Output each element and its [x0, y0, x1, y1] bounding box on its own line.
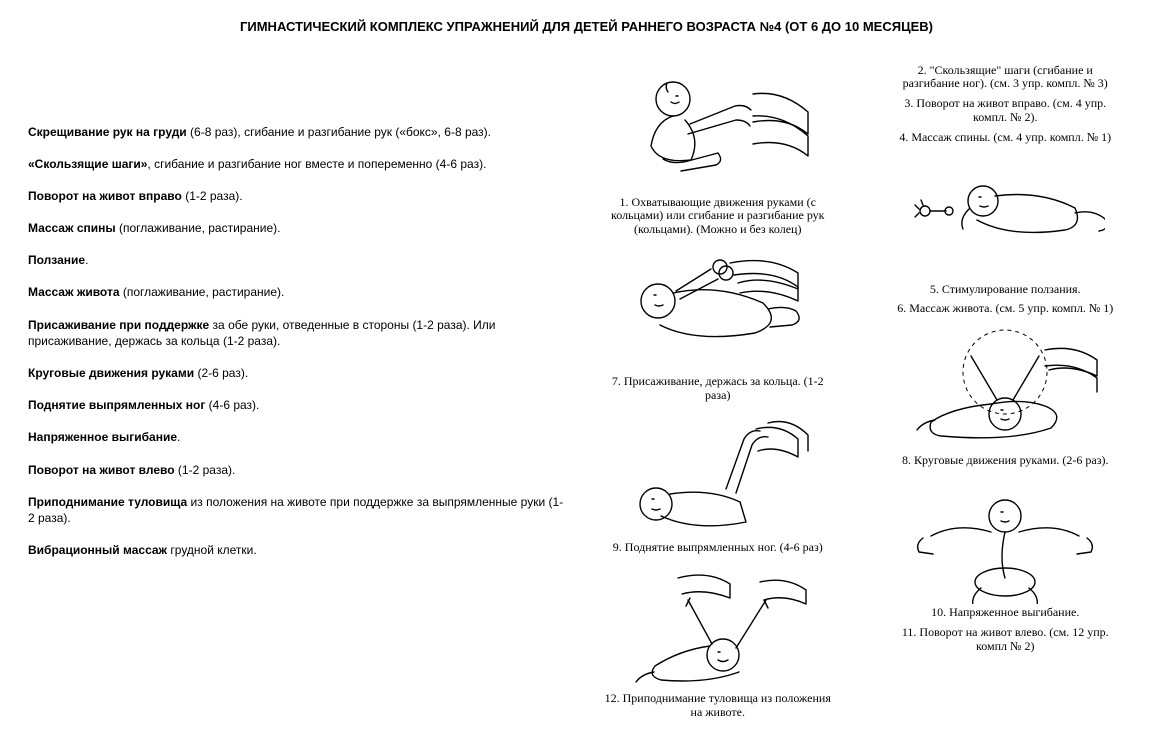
- figure-caption: 8. Круговые движения руками. (2-6 раз).: [902, 454, 1108, 468]
- figure-caption: 3. Поворот на живот вправо. (см. 4 упр. …: [895, 97, 1115, 125]
- exercise-bold: Напряженное выгибание: [28, 430, 177, 444]
- exercise-item: Приподнимание туловища из положения на ж…: [28, 494, 568, 526]
- exercise-bold: «Скользящие шаги»: [28, 157, 147, 171]
- figure: 1. Охватывающие движения руками (с кольц…: [603, 64, 833, 237]
- figure-caption: 2. "Скользящие" шаги (сгибание и разгиба…: [895, 64, 1115, 92]
- exercise-item: Присаживание при поддержке за обе руки, …: [28, 317, 568, 349]
- exercise-bold: Скрещивание рук на груди: [28, 125, 187, 139]
- exercise-item: Напряженное выгибание.: [28, 429, 568, 445]
- exercise-item: Массаж спины (поглаживание, растирание).: [28, 220, 568, 236]
- exercise-item: Вибрационный массаж грудной клетки.: [28, 542, 568, 558]
- exercise-bold: Приподнимание туловища: [28, 495, 187, 509]
- exercise-rest: грудной клетки.: [167, 543, 257, 557]
- figure-illustration: [618, 560, 818, 690]
- exercise-item: Ползание.: [28, 252, 568, 268]
- exercise-bold: Круговые движения руками: [28, 366, 194, 380]
- figure-caption: 9. Поднятие выпрямленных ног. (4-6 раз): [613, 541, 823, 555]
- exercise-bold: Поворот на живот вправо: [28, 189, 182, 203]
- exercise-item: Поднятие выпрямленных ног (4-6 раз).: [28, 397, 568, 413]
- exercise-rest: (поглаживание, растирание).: [120, 285, 285, 299]
- exercise-bold: Ползание: [28, 253, 85, 267]
- figure-caption: 11. Поворот на живот влево. (см. 12 упр.…: [895, 626, 1115, 654]
- exercise-bold: Присаживание при поддержке: [28, 318, 209, 332]
- figure: 7. Присаживание, держась за кольца. (1-2…: [603, 243, 833, 403]
- exercise-rest: (2-6 раз).: [194, 366, 248, 380]
- figure-column-2: 2. "Скользящие" шаги (сгибание и разгиба…: [866, 64, 1146, 726]
- figure: 10. Напряженное выгибание.: [905, 474, 1105, 620]
- figure-illustration: [905, 151, 1105, 281]
- exercise-item: «Скользящие шаги», сгибание и разгибание…: [28, 156, 568, 172]
- exercise-rest: (поглаживание, растирание).: [116, 221, 281, 235]
- figure-illustration: [905, 322, 1105, 452]
- figure-caption: 12. Приподнимание туловища из положения …: [603, 692, 833, 720]
- exercise-bold: Поднятие выпрямленных ног: [28, 398, 205, 412]
- figure-caption: 4. Массаж спины. (см. 4 упр. компл. № 1): [899, 131, 1111, 145]
- figure: 8. Круговые движения руками. (2-6 раз).: [902, 322, 1108, 468]
- figure-illustration: [618, 409, 818, 539]
- figure-caption: 1. Охватывающие движения руками (с кольц…: [603, 196, 833, 237]
- exercise-list: Скрещивание рук на груди (6-8 раз), сгиб…: [28, 64, 568, 726]
- exercise-item: Поворот на живот вправо (1-2 раза).: [28, 188, 568, 204]
- figures-block: 1. Охватывающие движения руками (с кольц…: [578, 64, 1145, 726]
- figure: 5. Стимулирование ползания.: [905, 151, 1105, 297]
- figure-caption: 7. Присаживание, держась за кольца. (1-2…: [603, 375, 833, 403]
- figure-caption: 6. Массаж живота. (см. 5 упр. компл. № 1…: [897, 302, 1113, 316]
- exercise-bold: Поворот на живот влево: [28, 463, 175, 477]
- exercise-rest: .: [177, 430, 180, 444]
- figure-caption: 5. Стимулирование ползания.: [930, 283, 1081, 297]
- exercise-bold: Массаж живота: [28, 285, 120, 299]
- exercise-rest: .: [85, 253, 88, 267]
- exercise-item: Скрещивание рук на груди (6-8 раз), сгиб…: [28, 124, 568, 140]
- figure: 12. Приподнимание туловища из положения …: [603, 560, 833, 720]
- exercise-rest: , сгибание и разгибание ног вместе и поп…: [147, 157, 486, 171]
- exercise-rest: (1-2 раза).: [182, 189, 243, 203]
- content-container: Скрещивание рук на груди (6-8 раз), сгиб…: [28, 64, 1145, 726]
- exercise-rest: (1-2 раза).: [175, 463, 236, 477]
- exercise-rest: (6-8 раз), сгибание и разгибание рук («б…: [187, 125, 491, 139]
- figure-caption: 10. Напряженное выгибание.: [931, 606, 1079, 620]
- exercise-bold: Массаж спины: [28, 221, 116, 235]
- figure-illustration: [618, 64, 818, 194]
- exercise-rest: (4-6 раз).: [205, 398, 259, 412]
- figure-illustration: [618, 243, 818, 373]
- figure-column-1: 1. Охватывающие движения руками (с кольц…: [578, 64, 858, 726]
- figure-illustration: [905, 474, 1105, 604]
- exercise-item: Поворот на живот влево (1-2 раза).: [28, 462, 568, 478]
- exercise-item: Круговые движения руками (2-6 раз).: [28, 365, 568, 381]
- page-title: ГИМНАСТИЧЕСКИЙ КОМПЛЕКС УПРАЖНЕНИЙ ДЛЯ Д…: [28, 18, 1145, 36]
- exercise-item: Массаж живота (поглаживание, растирание)…: [28, 284, 568, 300]
- exercise-bold: Вибрационный массаж: [28, 543, 167, 557]
- figure: 9. Поднятие выпрямленных ног. (4-6 раз): [613, 409, 823, 555]
